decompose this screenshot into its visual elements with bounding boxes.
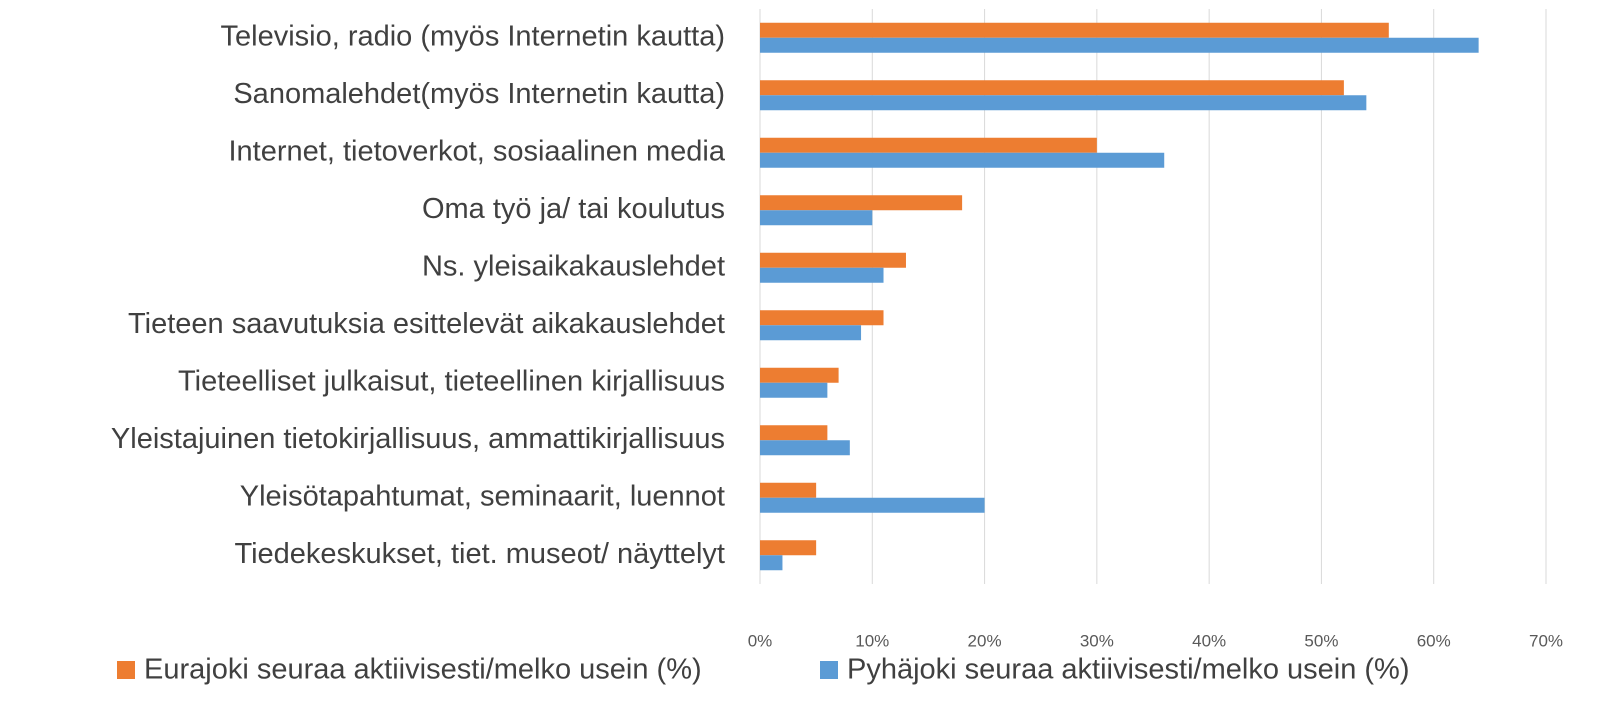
- legend-swatch: [117, 661, 135, 679]
- bar: [760, 137, 1097, 153]
- bar: [760, 497, 985, 513]
- y-tick-label: Ns. yleisaikakauslehdet: [422, 250, 725, 282]
- bar: [760, 325, 862, 341]
- y-tick-label: Tiedekeskukset, tiet. museot/ näyttelyt: [234, 538, 725, 570]
- bar: [760, 267, 884, 283]
- bar: [760, 195, 963, 211]
- bar: [760, 440, 850, 456]
- y-tick-label: Yleisötapahtumat, seminaarit, luennot: [240, 480, 725, 512]
- x-tick-label: 40%: [1192, 631, 1226, 650]
- bar: [760, 37, 1479, 53]
- x-tick-label: 30%: [1080, 631, 1114, 650]
- y-tick-label: Televisio, radio (myös Internetin kautta…: [221, 20, 726, 52]
- y-tick-label: Sanomalehdet(myös Internetin kautta): [233, 78, 725, 110]
- y-tick-label: Oma työ ja/ tai koulutus: [422, 193, 725, 225]
- x-tick-label: 70%: [1529, 631, 1563, 650]
- legend-label: Eurajoki seuraa aktiivisesti/melko usein…: [144, 654, 702, 686]
- bar: [760, 555, 783, 571]
- y-tick-label: Tieteen saavutuksia esittelevät aikakaus…: [128, 308, 725, 340]
- bar: [760, 252, 906, 268]
- bar: [760, 95, 1367, 111]
- bar: [760, 310, 884, 326]
- y-tick-label: Internet, tietoverkot, sosiaalinen media: [229, 135, 726, 167]
- bar: [760, 482, 817, 498]
- bar: [760, 382, 828, 398]
- x-tick-label: 0%: [748, 631, 773, 650]
- bar: [760, 367, 839, 383]
- bar: [760, 22, 1389, 38]
- x-tick-label: 20%: [968, 631, 1002, 650]
- bar: [760, 152, 1165, 168]
- legend-label: Pyhäjoki seuraa aktiivisesti/melko usein…: [847, 654, 1410, 686]
- bar: [760, 80, 1344, 96]
- bar: [760, 210, 873, 226]
- x-tick-label: 10%: [855, 631, 889, 650]
- y-tick-label: Tieteelliset julkaisut, tieteellinen kir…: [178, 365, 725, 397]
- y-tick-label: Yleistajuinen tietokirjallisuus, ammatti…: [111, 423, 725, 455]
- bar: [760, 425, 828, 441]
- x-tick-label: 50%: [1304, 631, 1338, 650]
- legend-swatch: [820, 661, 838, 679]
- x-tick-label: 60%: [1417, 631, 1451, 650]
- bar: [760, 540, 817, 556]
